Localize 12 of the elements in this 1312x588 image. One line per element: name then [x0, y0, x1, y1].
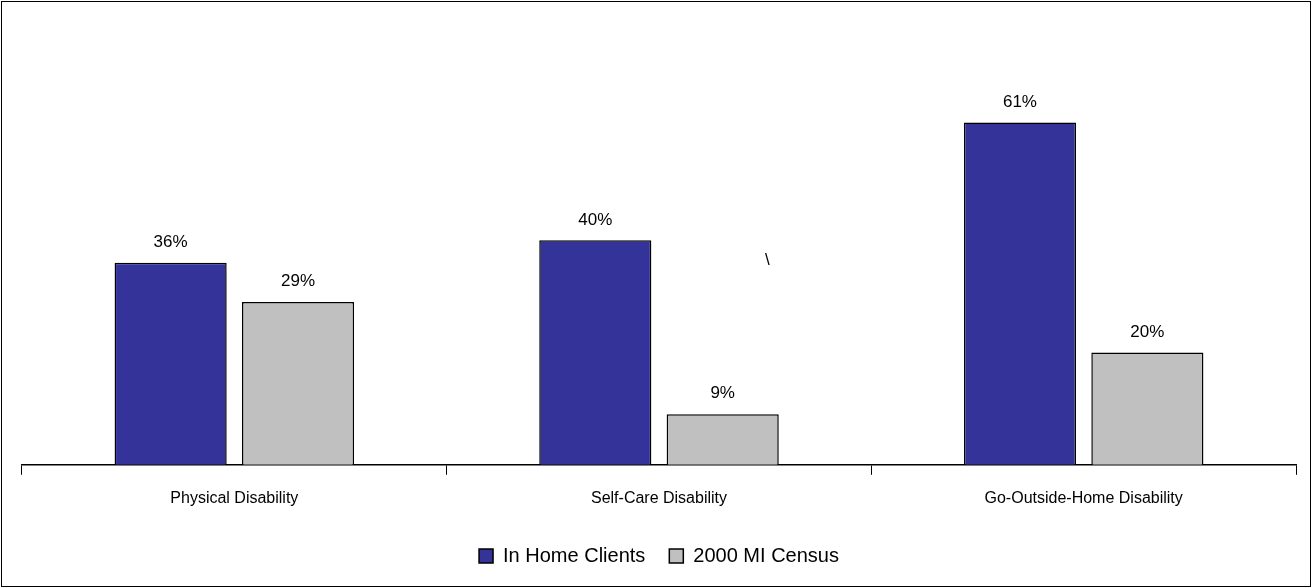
data-label: 36% [153, 231, 188, 251]
x-tick-label: Physical Disability [170, 488, 299, 506]
x-tick-label: Self-Care Disability [590, 488, 728, 506]
legend-label: 2000 MI Census [693, 543, 839, 566]
data-label: 40% [578, 209, 613, 229]
annotation: \ [764, 249, 770, 269]
data-label: 61% [1002, 91, 1037, 111]
x-tick-label: Go-Outside-Home Disability [984, 488, 1183, 506]
data-label: 29% [281, 271, 316, 291]
data-label: 9% [710, 383, 735, 403]
legend-label: In Home Clients [503, 543, 646, 566]
data-label: 20% [1130, 321, 1165, 341]
